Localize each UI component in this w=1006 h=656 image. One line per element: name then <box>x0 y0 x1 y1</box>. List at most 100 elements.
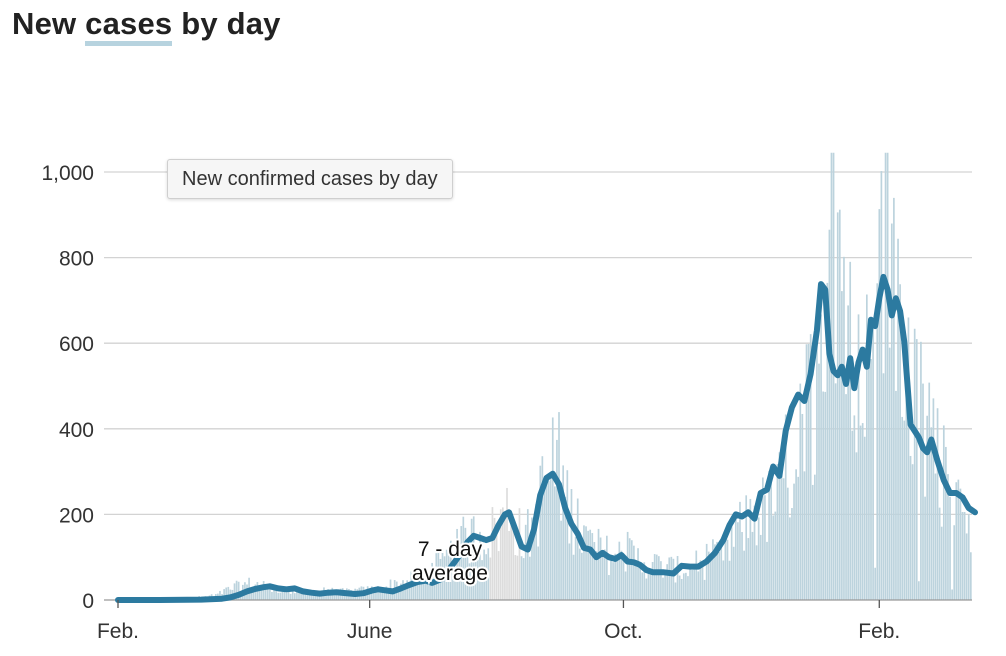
daily-bar <box>847 305 849 600</box>
daily-bar <box>961 511 964 600</box>
daily-bar <box>784 414 787 600</box>
daily-bar <box>612 562 614 600</box>
title-suffix: by day <box>172 6 281 41</box>
daily-bar <box>570 489 573 600</box>
daily-bar <box>437 550 440 600</box>
daily-bar <box>620 550 623 600</box>
daily-bar <box>849 261 852 600</box>
daily-bar <box>888 347 891 600</box>
daily-bar <box>585 526 587 600</box>
x-tick-label: June <box>347 620 393 643</box>
daily-bar <box>223 589 225 600</box>
daily-bar <box>951 589 953 600</box>
daily-bar <box>264 587 267 600</box>
daily-bar <box>664 569 666 600</box>
daily-bar <box>641 572 644 600</box>
daily-bar <box>957 479 960 600</box>
gray-bar-region <box>489 487 521 600</box>
daily-bar <box>477 559 479 600</box>
daily-bar <box>558 412 560 600</box>
daily-bar <box>541 456 544 600</box>
daily-bar <box>841 291 843 600</box>
daily-bar <box>714 544 716 600</box>
daily-bar <box>651 561 654 600</box>
daily-bar <box>304 591 307 600</box>
daily-bar <box>603 549 606 600</box>
daily-bar <box>368 591 371 600</box>
annotation-line1: 7 - day <box>418 538 483 561</box>
daily-bar <box>526 509 529 600</box>
daily-bar <box>893 197 895 600</box>
daily-bar <box>298 590 300 600</box>
daily-bar <box>456 528 458 600</box>
daily-bar <box>658 556 660 600</box>
daily-bar <box>404 587 406 600</box>
daily-bar <box>464 527 467 600</box>
daily-bar <box>466 555 469 600</box>
daily-bar <box>387 587 390 600</box>
daily-bar <box>250 588 252 600</box>
x-axis-ticks: Feb. June Oct. Feb. <box>97 600 900 643</box>
daily-bar <box>676 555 679 600</box>
daily-bar <box>697 571 700 600</box>
daily-bar <box>504 515 506 600</box>
daily-bar <box>518 508 521 600</box>
daily-bar <box>680 578 683 600</box>
daily-bar <box>516 555 519 600</box>
daily-bar <box>905 377 908 600</box>
daily-bar <box>655 554 658 600</box>
daily-bar <box>855 452 858 600</box>
daily-bar <box>487 548 490 600</box>
x-tick-label: Feb. <box>97 620 139 643</box>
daily-bar <box>866 294 868 600</box>
daily-bar <box>838 209 841 600</box>
daily-bar <box>730 518 733 600</box>
daily-bar <box>913 328 916 600</box>
daily-bar <box>828 229 831 601</box>
daily-bar <box>606 535 608 600</box>
daily-bar <box>583 525 585 600</box>
daily-bar <box>589 529 592 600</box>
daily-bar <box>674 582 677 600</box>
daily-bar <box>329 595 332 600</box>
daily-bar <box>949 496 951 600</box>
daily-bar <box>726 539 729 600</box>
daily-bar <box>512 524 515 600</box>
daily-bar <box>764 495 766 600</box>
daily-bar <box>601 553 604 600</box>
daily-bar <box>576 498 579 600</box>
y-axis-ticks: 0 200 400 600 800 1,000 <box>41 162 94 613</box>
daily-bar <box>918 581 920 600</box>
daily-bar <box>884 152 887 601</box>
daily-bar <box>940 526 943 600</box>
title-highlight-word[interactable]: cases <box>85 6 173 46</box>
daily-bar <box>720 542 723 600</box>
daily-bar <box>506 487 508 600</box>
daily-bar <box>520 556 523 600</box>
daily-bar <box>379 591 381 600</box>
daily-bar <box>427 579 429 600</box>
daily-bar <box>857 314 860 600</box>
daily-bar <box>782 478 785 600</box>
daily-bar <box>797 476 800 600</box>
daily-bar <box>266 584 269 600</box>
y-tick-label: 0 <box>82 590 94 613</box>
daily-bar <box>922 383 924 600</box>
y-tick-label: 600 <box>59 333 94 356</box>
daily-bar <box>803 471 806 600</box>
daily-bar <box>483 549 485 600</box>
daily-bar <box>868 324 870 600</box>
daily-bar <box>608 575 610 600</box>
daily-bar <box>687 576 689 600</box>
daily-bar <box>479 531 481 600</box>
daily-bar <box>895 390 897 600</box>
daily-bar <box>911 464 914 600</box>
daily-bar <box>741 532 743 600</box>
y-tick-label: 1,000 <box>41 162 94 185</box>
daily-bar <box>474 549 477 600</box>
daily-bar <box>279 592 282 600</box>
daily-bar <box>622 559 625 600</box>
daily-bar <box>633 545 635 600</box>
daily-bar <box>562 465 564 600</box>
daily-bar <box>310 595 313 600</box>
